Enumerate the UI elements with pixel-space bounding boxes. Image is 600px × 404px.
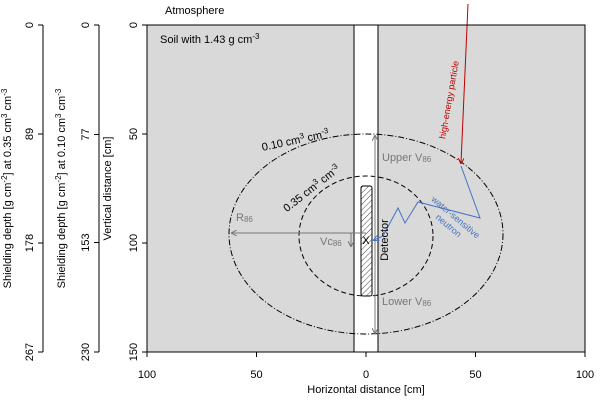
shielding_010-label-part: Shielding depth [g cm — [56, 183, 68, 289]
lower-label-part: Lower V — [382, 296, 423, 308]
shielding_010-label-sup: 3 — [54, 113, 63, 118]
upper-label-part: Upper V — [382, 152, 423, 164]
y_axis-tick-label: 0 — [128, 22, 140, 28]
lower-label-sub: 86 — [422, 299, 431, 308]
particle-arrow — [461, 3, 469, 163]
y_axis-tick-label: 50 — [128, 128, 140, 140]
soil-label-part: Soil with 1.43 g cm — [160, 34, 252, 46]
shielding_035-tick-label: 178 — [24, 234, 36, 252]
x-tick-label: 0 — [363, 369, 369, 381]
upper-label: Upper V86 — [382, 152, 432, 164]
shielding_010-label-sup: -2 — [54, 175, 63, 183]
shielding_010-label-part: cm — [56, 96, 68, 114]
outer-label-sup: -3 — [320, 126, 329, 136]
shielding_010-label-part: ] at 0.10 cm — [56, 118, 68, 175]
y_axis-label: Vertical distance [cm] — [102, 137, 114, 241]
outer-label-sup: 3 — [299, 131, 306, 141]
shielding_035-tick-label: 267 — [24, 343, 36, 361]
x-tick-label: 100 — [576, 369, 594, 381]
x-tick-label: 100 — [138, 369, 156, 381]
shielding_010-label: Shielding depth [g cm-2] at 0.10 cm3 cm-… — [54, 88, 68, 288]
shielding_035-label-sup: 3 — [0, 113, 9, 118]
outer-volume — [228, 133, 504, 335]
lower-label: Lower V86 — [382, 296, 432, 308]
radius-label: R86 — [236, 212, 253, 224]
detector-label-part: Detector — [379, 219, 391, 261]
x-axis-label: Horizontal distance [cm] — [307, 384, 424, 396]
vc-label-part: Vc — [320, 236, 333, 248]
shielding_035-label-sup: -2 — [0, 175, 9, 183]
shielding_035-label-sup: -3 — [0, 88, 9, 96]
marker-label-part: X — [362, 235, 370, 247]
shielding_035-label-part: cm — [2, 96, 14, 114]
vc-label: Vc86 — [320, 236, 342, 248]
inner-label-sup: 3 — [311, 177, 320, 187]
y_axis-tick-label: 150 — [128, 343, 140, 361]
inner-label-sup: -3 — [329, 161, 341, 173]
shielding_035-label-part: ] at 0.35 cm — [2, 118, 14, 175]
soil-label: Soil with 1.43 g cm-3 — [160, 32, 260, 46]
soil-label-sup: -3 — [252, 32, 260, 41]
neutron-path — [374, 165, 481, 240]
vc-label-sub: 86 — [333, 239, 342, 248]
radius-label-sub: 86 — [244, 215, 253, 224]
detector-label: Detector — [379, 219, 391, 261]
radius-label-part: R — [236, 212, 244, 224]
shielding_035-label: Shielding depth [g cm-2] at 0.35 cm3 cm-… — [0, 88, 14, 288]
shielding_010-tick-label: 77 — [80, 128, 92, 140]
x-tick-label: 50 — [250, 369, 262, 381]
y_axis-tick-label: 100 — [128, 234, 140, 252]
shielding_010-tick-label: 230 — [80, 343, 92, 361]
shielding_035-tick-label: 89 — [24, 128, 36, 140]
shielding_010-tick-label: 153 — [80, 233, 92, 251]
shielding_010-label-sup: -3 — [54, 88, 63, 96]
marker-label: X — [362, 235, 370, 247]
outer-label-part: cm — [303, 129, 323, 144]
upper-label-sub: 86 — [422, 155, 431, 164]
detector — [360, 185, 373, 297]
shielding_010-tick-label: 0 — [80, 22, 92, 28]
x-tick-label: 50 — [469, 369, 481, 381]
title: Atmosphere — [165, 5, 224, 17]
shielding_035-label-part: Shielding depth [g cm — [2, 183, 14, 289]
shielding_035-tick-label: 0 — [24, 22, 36, 28]
